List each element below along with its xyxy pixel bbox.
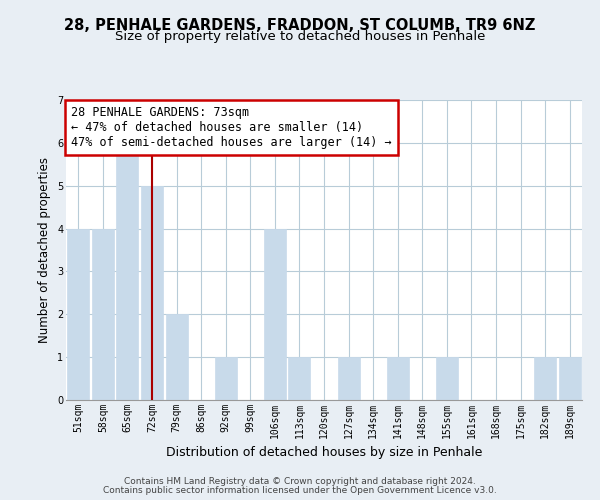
- Bar: [559, 357, 581, 400]
- Bar: [67, 228, 89, 400]
- Bar: [338, 357, 359, 400]
- X-axis label: Distribution of detached houses by size in Penhale: Distribution of detached houses by size …: [166, 446, 482, 460]
- Bar: [386, 357, 409, 400]
- Bar: [92, 228, 114, 400]
- Bar: [166, 314, 188, 400]
- Bar: [289, 357, 310, 400]
- Text: Contains HM Land Registry data © Crown copyright and database right 2024.: Contains HM Land Registry data © Crown c…: [124, 477, 476, 486]
- Text: Size of property relative to detached houses in Penhale: Size of property relative to detached ho…: [115, 30, 485, 43]
- Text: 28 PENHALE GARDENS: 73sqm
← 47% of detached houses are smaller (14)
47% of semi-: 28 PENHALE GARDENS: 73sqm ← 47% of detac…: [71, 106, 392, 149]
- Y-axis label: Number of detached properties: Number of detached properties: [38, 157, 52, 343]
- Bar: [436, 357, 458, 400]
- Bar: [264, 228, 286, 400]
- Text: Contains public sector information licensed under the Open Government Licence v3: Contains public sector information licen…: [103, 486, 497, 495]
- Bar: [116, 143, 139, 400]
- Bar: [215, 357, 237, 400]
- Text: 28, PENHALE GARDENS, FRADDON, ST COLUMB, TR9 6NZ: 28, PENHALE GARDENS, FRADDON, ST COLUMB,…: [64, 18, 536, 32]
- Bar: [141, 186, 163, 400]
- Bar: [534, 357, 556, 400]
